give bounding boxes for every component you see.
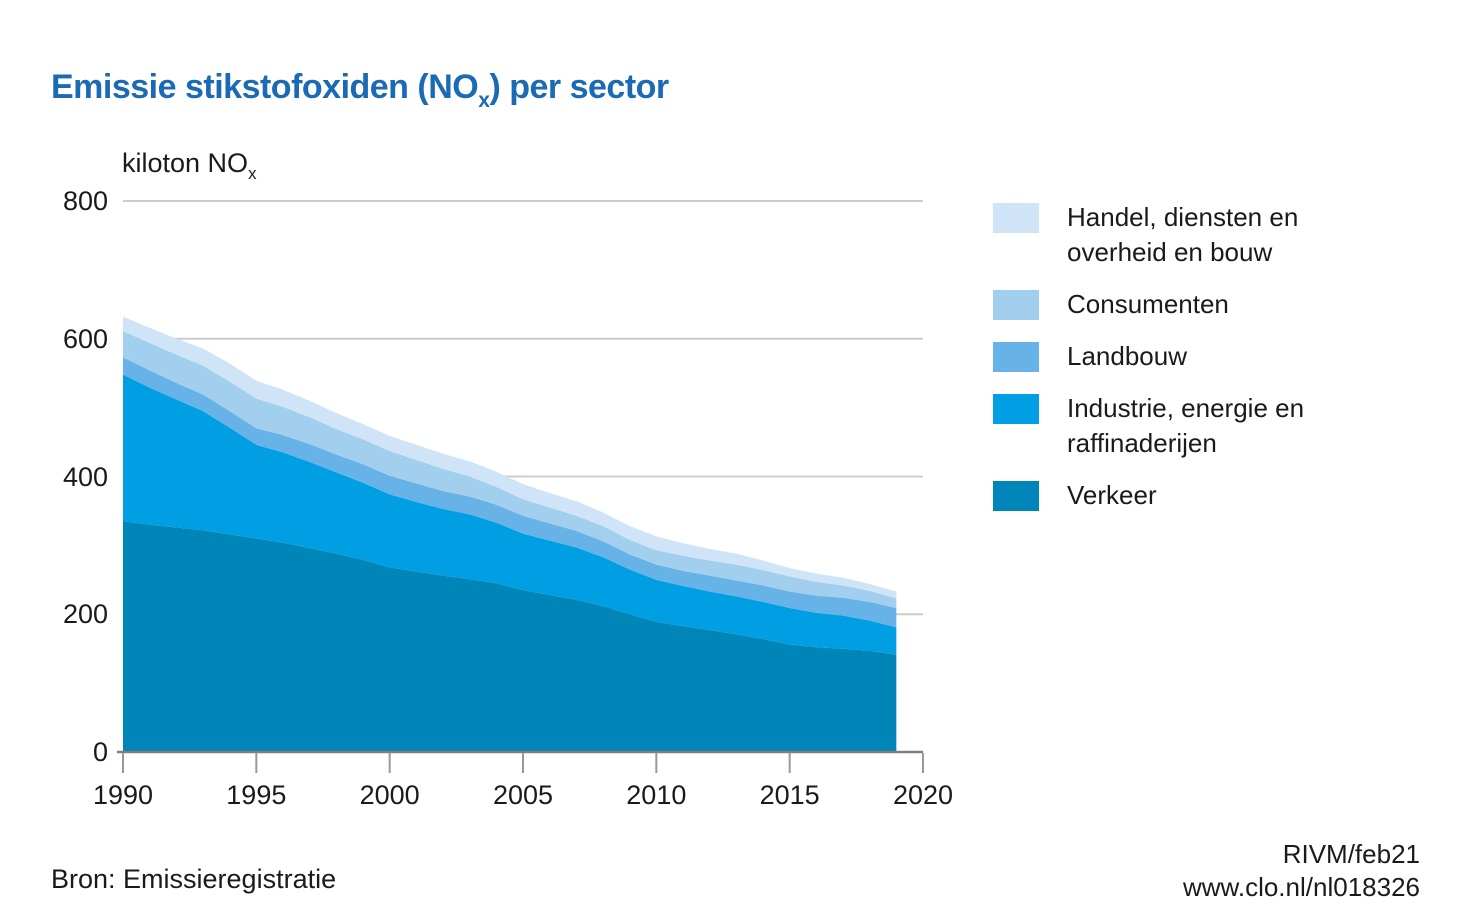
legend-swatch-icon	[993, 290, 1039, 320]
legend-label: Industrie, energie en raffinaderijen	[1067, 393, 1305, 458]
area-industrie-energie-en-raffinaderijen	[123, 374, 897, 655]
legend-label: Landbouw	[1067, 341, 1187, 371]
legend: Handel, diensten en overheid en bouw Cons…	[993, 200, 1397, 513]
y-tick-label-600: 600	[62, 323, 108, 354]
y-axis-title-subscript: x	[248, 164, 257, 184]
area-verkeer	[123, 521, 897, 752]
legend-label: Handel, diensten en overheid en bouw	[1067, 202, 1299, 267]
page-title-prefix: Emissie stikstofoxiden (NO	[51, 68, 479, 106]
y-tick-label-400: 400	[62, 461, 108, 492]
legend-swatch-icon	[993, 342, 1039, 372]
legend-swatch-icon	[993, 481, 1039, 511]
credit-text: RIVM/feb21 www.clo.nl/nl018326	[1183, 838, 1420, 904]
credit-org: RIVM/feb21	[1282, 839, 1420, 869]
page-title-subscript: x	[478, 88, 490, 112]
legend-swatch-icon	[993, 394, 1039, 424]
legend-item: Verkeer	[993, 478, 1397, 513]
y-tick-label-800: 800	[62, 186, 108, 216]
area-landbouw	[123, 357, 897, 628]
x-tick-label-2015: 2015	[759, 780, 820, 810]
x-tick-label-1995: 1995	[226, 780, 287, 810]
page-title-suffix: ) per sector	[489, 68, 669, 106]
x-tick-label-2020: 2020	[892, 780, 954, 810]
legend-label: Consumenten	[1067, 289, 1229, 319]
x-tick-label-2005: 2005	[492, 780, 554, 810]
legend-item: Consumenten	[993, 287, 1397, 322]
y-tick-label-200: 200	[62, 599, 108, 630]
legend-item: Industrie, energie en raffinaderijen	[993, 391, 1397, 461]
x-tick-label-2000: 2000	[359, 780, 420, 810]
x-tick-label-1990: 1990	[92, 780, 154, 810]
y-tick-label-0: 0	[92, 737, 108, 767]
source-text: Bron: Emissieregistratie	[51, 864, 337, 894]
legend-swatch-icon	[993, 203, 1039, 233]
x-tick-label-2010: 2010	[626, 780, 687, 810]
credit-url: www.clo.nl/nl018326	[1182, 872, 1420, 902]
stacked-area-chart	[117, 200, 924, 773]
y-axis-title: kiloton NOx	[122, 148, 256, 183]
page-title: Emissie stikstofoxiden (NOx) per sector	[51, 68, 669, 112]
legend-label: Verkeer	[1067, 480, 1157, 510]
legend-item: Handel, diensten en overheid en bouw	[993, 200, 1397, 270]
y-axis-title-prefix: kiloton NO	[122, 148, 249, 178]
legend-item: Landbouw	[993, 339, 1397, 374]
